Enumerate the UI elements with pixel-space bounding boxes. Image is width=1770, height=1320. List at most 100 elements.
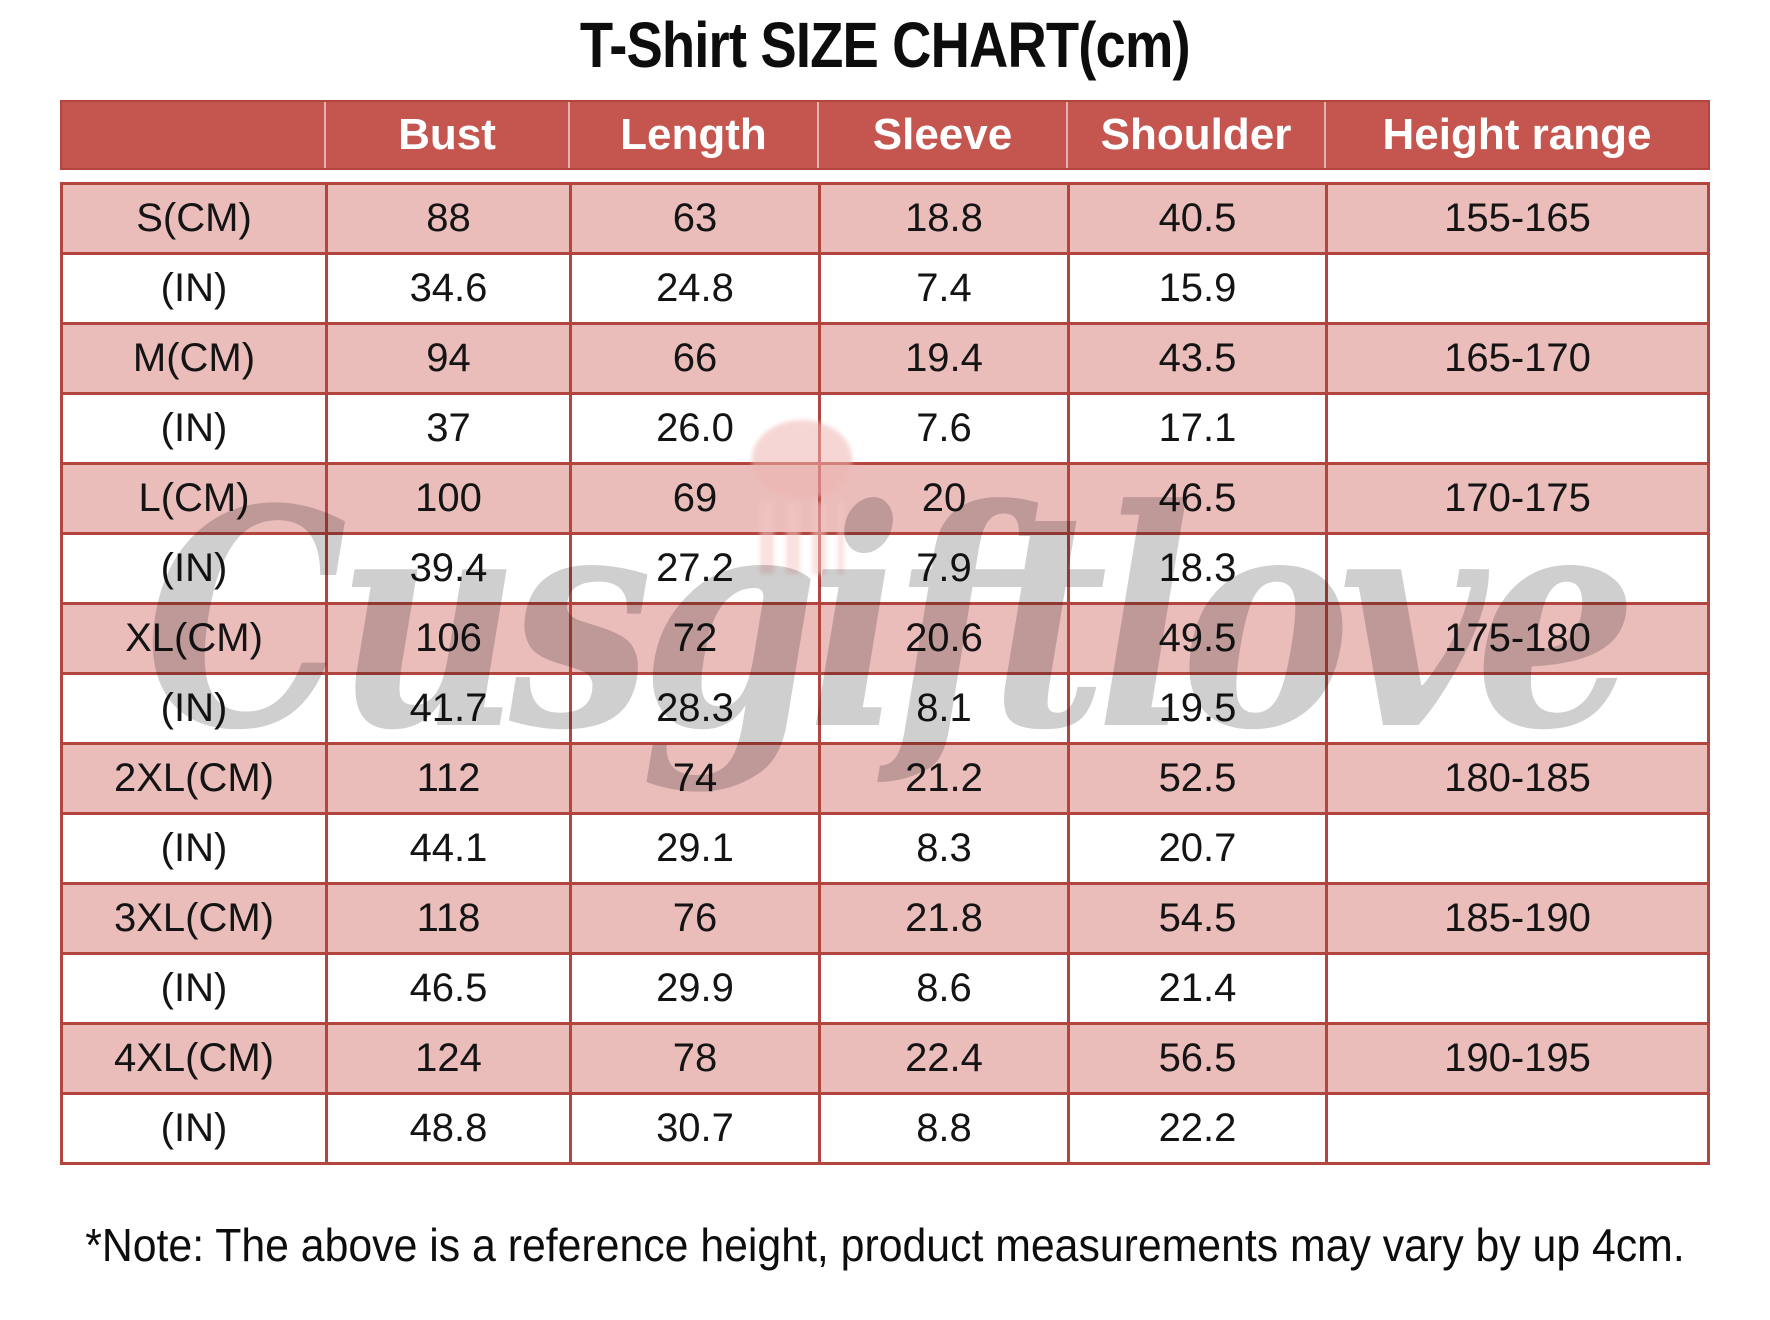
value-cell: 21.2 <box>818 745 1067 812</box>
value-cell: 43.5 <box>1067 325 1325 392</box>
value-cell: 63 <box>569 185 818 252</box>
value-cell: 185-190 <box>1325 885 1707 952</box>
footer-note-text: *Note: The above is a reference height, … <box>85 1219 1685 1271</box>
table-row: M(CM) 94 66 19.4 43.5 165-170 <box>63 322 1707 392</box>
table-row: L(CM) 100 69 20 46.5 170-175 <box>63 462 1707 532</box>
size-label-cell: S(CM) <box>136 196 252 240</box>
size-chart-table: Bust Length Sleeve Shoulder Height range S(C… <box>60 100 1710 1165</box>
size-label-cell: (IN) <box>160 966 228 1010</box>
value-cell <box>1325 955 1707 1022</box>
value-cell: 19.4 <box>818 325 1067 392</box>
value-cell: 20.7 <box>1067 815 1325 882</box>
table-row: (IN) 41.7 28.3 8.1 19.5 <box>63 672 1707 742</box>
value-cell: 170-175 <box>1325 465 1707 532</box>
value-cell: 112 <box>325 745 569 812</box>
value-cell: 118 <box>325 885 569 952</box>
value-cell: 8.1 <box>818 675 1067 742</box>
value-cell: 39.4 <box>325 535 569 602</box>
value-cell <box>1325 395 1707 462</box>
value-cell: 41.7 <box>325 675 569 742</box>
value-cell: 28.3 <box>569 675 818 742</box>
header-cell: Length <box>568 102 817 168</box>
table-body: S(CM) 88 63 18.8 40.5 155-165 (IN) 34.6 24.8 7.4 1… <box>60 182 1710 1165</box>
value-cell: 7.4 <box>818 255 1067 322</box>
value-cell: 66 <box>569 325 818 392</box>
value-cell <box>1325 815 1707 882</box>
size-label-cell: M(CM) <box>132 336 256 380</box>
value-cell <box>1325 255 1707 322</box>
value-cell: 165-170 <box>1325 325 1707 392</box>
value-cell: 34.6 <box>325 255 569 322</box>
header-cell: Height range <box>1324 102 1708 168</box>
header-cell: Shoulder <box>1066 102 1324 168</box>
size-label-cell: (IN) <box>160 826 228 870</box>
value-cell: 37 <box>325 395 569 462</box>
value-cell: 69 <box>569 465 818 532</box>
table-header-row: Bust Length Sleeve Shoulder Height range <box>60 100 1710 170</box>
value-cell: 76 <box>569 885 818 952</box>
value-cell: 49.5 <box>1067 605 1325 672</box>
header-cell: Bust <box>324 102 568 168</box>
page-title: T-Shirt SIZE CHART(cm) <box>0 8 1770 82</box>
table-row: (IN) 34.6 24.8 7.4 15.9 <box>63 252 1707 322</box>
value-cell: 78 <box>569 1025 818 1092</box>
value-cell <box>1325 1095 1707 1162</box>
value-cell: 7.6 <box>818 395 1067 462</box>
value-cell: 18.3 <box>1067 535 1325 602</box>
header-cell: Sleeve <box>817 102 1066 168</box>
size-label-cell: (IN) <box>160 1106 228 1150</box>
table-row: (IN) 44.1 29.1 8.3 20.7 <box>63 812 1707 882</box>
size-label-cell: L(CM) <box>138 476 250 520</box>
value-cell: 52.5 <box>1067 745 1325 812</box>
value-cell: 72 <box>569 605 818 672</box>
value-cell: 20 <box>818 465 1067 532</box>
value-cell: 8.6 <box>818 955 1067 1022</box>
header-gap <box>60 170 1710 182</box>
size-label-cell: 2XL(CM) <box>113 756 275 800</box>
value-cell: 18.8 <box>818 185 1067 252</box>
page-title-text: T-Shirt SIZE CHART(cm) <box>580 9 1191 81</box>
table-row: (IN) 37 26.0 7.6 17.1 <box>63 392 1707 462</box>
value-cell <box>1325 675 1707 742</box>
table-row: S(CM) 88 63 18.8 40.5 155-165 <box>63 185 1707 252</box>
table-row: 2XL(CM) 112 74 21.2 52.5 180-185 <box>63 742 1707 812</box>
value-cell <box>1325 535 1707 602</box>
value-cell: 190-195 <box>1325 1025 1707 1092</box>
value-cell: 155-165 <box>1325 185 1707 252</box>
value-cell: 88 <box>325 185 569 252</box>
size-label-cell: (IN) <box>160 546 228 590</box>
value-cell: 21.4 <box>1067 955 1325 1022</box>
value-cell: 56.5 <box>1067 1025 1325 1092</box>
value-cell: 29.9 <box>569 955 818 1022</box>
table-row: 3XL(CM) 118 76 21.8 54.5 185-190 <box>63 882 1707 952</box>
value-cell: 48.8 <box>325 1095 569 1162</box>
footer-note: *Note: The above is a reference height, … <box>0 1218 1770 1272</box>
value-cell: 29.1 <box>569 815 818 882</box>
value-cell: 15.9 <box>1067 255 1325 322</box>
value-cell: 8.8 <box>818 1095 1067 1162</box>
value-cell: 27.2 <box>569 535 818 602</box>
value-cell: 46.5 <box>325 955 569 1022</box>
size-label-cell: 3XL(CM) <box>113 896 275 940</box>
value-cell: 22.2 <box>1067 1095 1325 1162</box>
value-cell: 22.4 <box>818 1025 1067 1092</box>
value-cell: 74 <box>569 745 818 812</box>
value-cell: 24.8 <box>569 255 818 322</box>
value-cell: 21.8 <box>818 885 1067 952</box>
value-cell: 175-180 <box>1325 605 1707 672</box>
value-cell: 124 <box>325 1025 569 1092</box>
value-cell: 44.1 <box>325 815 569 882</box>
size-label-cell: 4XL(CM) <box>113 1036 275 1080</box>
value-cell: 54.5 <box>1067 885 1325 952</box>
value-cell: 19.5 <box>1067 675 1325 742</box>
value-cell: 30.7 <box>569 1095 818 1162</box>
table-row: (IN) 48.8 30.7 8.8 22.2 <box>63 1092 1707 1162</box>
value-cell: 46.5 <box>1067 465 1325 532</box>
value-cell: 20.6 <box>818 605 1067 672</box>
value-cell: 40.5 <box>1067 185 1325 252</box>
value-cell: 26.0 <box>569 395 818 462</box>
header-cell-size <box>62 102 324 168</box>
table-row: (IN) 39.4 27.2 7.9 18.3 <box>63 532 1707 602</box>
size-label-cell: (IN) <box>160 406 228 450</box>
